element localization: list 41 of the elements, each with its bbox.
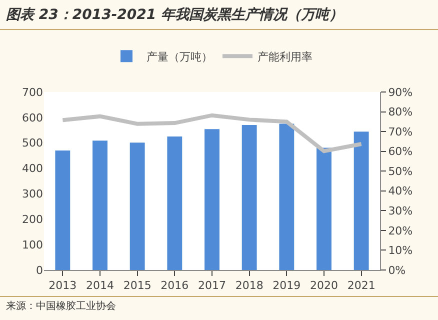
x-tick-label: 2020: [310, 279, 338, 292]
x-tick-label: 2014: [86, 279, 114, 292]
bar: [55, 150, 70, 270]
bar: [92, 140, 108, 270]
y2-tick-label: 70%: [388, 125, 413, 138]
y2-tick-label: 40%: [388, 184, 413, 198]
x-tick-label: 2021: [347, 279, 376, 292]
y-tick-label: 500: [22, 136, 43, 150]
y2-tick-label: 30%: [388, 204, 413, 218]
y2-tick-label: 90%: [388, 86, 413, 99]
y-tick-label: 600: [22, 111, 43, 124]
chart-title: 图表 23：2013-2021 年我国炭黑生产情况（万吨）: [0, 0, 438, 30]
y-tick-label: 300: [22, 188, 43, 201]
y2-tick-label: 20%: [388, 224, 413, 238]
bar: [167, 136, 182, 270]
x-tick-label: 2019: [272, 279, 301, 292]
y-tick-label: 400: [22, 162, 43, 176]
bar: [354, 132, 369, 270]
legend-label: 产量（万吨）: [146, 50, 212, 64]
x-tick-label: 2013: [48, 279, 77, 292]
y2-tick-label: 10%: [388, 244, 413, 258]
line-series: [60, 113, 364, 154]
x-tick-label: 2015: [123, 279, 152, 292]
y2-tick-label: 60%: [388, 145, 413, 158]
bar: [242, 125, 257, 270]
x-tick-label: 2018: [235, 279, 264, 292]
y-tick-label: 700: [22, 86, 43, 99]
y-tick-label: 0: [36, 264, 43, 277]
bar: [204, 129, 220, 270]
x-tick-label: 2016: [160, 279, 189, 292]
bar: [316, 148, 332, 270]
x-tick-label: 2017: [198, 279, 226, 292]
source-note: 来源：中国橡胶工业协会: [0, 296, 438, 315]
y2-tick-label: 50%: [388, 164, 413, 178]
y-tick-label: 100: [22, 238, 43, 252]
y-tick-label: 200: [22, 212, 43, 226]
bar: [130, 142, 145, 270]
y2-tick-label: 80%: [388, 106, 413, 119]
legend-label: 产能利用率: [258, 50, 312, 64]
bar: [279, 124, 294, 270]
y2-tick-label: 0%: [388, 264, 406, 277]
